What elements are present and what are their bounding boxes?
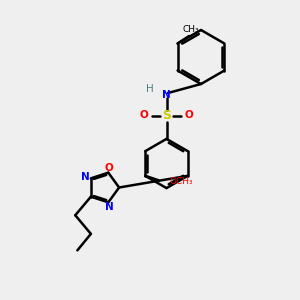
Text: OCH₃: OCH₃: [169, 177, 193, 186]
Text: N: N: [81, 172, 90, 182]
Text: S: S: [162, 109, 171, 122]
Text: CH₃: CH₃: [182, 25, 199, 34]
Text: N: N: [162, 89, 171, 100]
Text: O: O: [185, 110, 194, 121]
Text: H: H: [146, 83, 154, 94]
Text: N: N: [105, 202, 114, 212]
Text: O: O: [104, 163, 113, 172]
Text: O: O: [139, 110, 148, 121]
